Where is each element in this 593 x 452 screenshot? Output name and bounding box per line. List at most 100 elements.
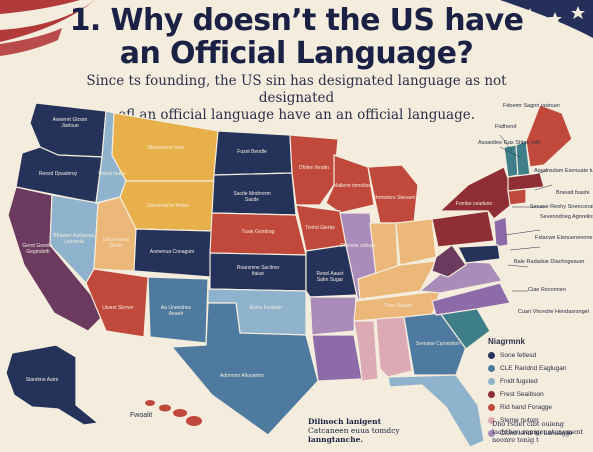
legend-swatch [488, 391, 495, 398]
bottom-center-note-line-2: Catcaneen euua tomdcy [308, 426, 400, 435]
legend-item: Clond lendi fer Lanuagge [488, 427, 593, 440]
bottom-right-note-line-2: lachtheo ramgenetenement [492, 428, 583, 436]
state-label-mo: Resel Aauet Sahn Sugar [317, 271, 345, 283]
legend-label: Fnidt fugsted [500, 378, 538, 385]
legend-label: Sone fetlesd [500, 352, 537, 359]
bottom-center-note: Dilinoch lanigent Catcaneen euua tomdcy … [308, 417, 428, 444]
legend-item: Fnidt fugsted [488, 375, 593, 388]
state-kentucky[interactable] [357, 260, 437, 300]
bottom-center-note-line-1: Dilinoch lanigent [308, 417, 382, 426]
legend-label: Rid hand Foragge [500, 404, 553, 411]
state-west-virginia[interactable] [431, 244, 467, 278]
state-hawaii[interactable] [145, 400, 202, 426]
state-michigan[interactable] [367, 164, 419, 224]
state-arizona[interactable] [85, 268, 149, 338]
annotation-label: Aaadnsdam Esenuate tuaneure [534, 168, 593, 174]
state-label-ia: Tonhd Glerke [305, 225, 335, 231]
state-ohio[interactable] [395, 218, 437, 266]
state-new-jersey[interactable] [493, 216, 509, 248]
legend-title: Niagrmnk [488, 337, 525, 346]
title-line-1: 1. Why doesn’t the US have [69, 3, 524, 38]
legend-swatch [488, 352, 495, 359]
state-label-or: Reesd Dpasleroy [39, 171, 78, 177]
state-label-nm: Aa Uneeahes Aeaelr [161, 305, 192, 317]
legend-label: Frest Seaibson [500, 391, 544, 398]
legend-swatch [488, 378, 495, 385]
legend-label: Clond lendi fer Lanuagge [500, 430, 573, 437]
annotation-label: Flafhend [495, 124, 517, 130]
state-mississippi[interactable] [353, 320, 379, 382]
state-arkansas[interactable] [309, 296, 357, 336]
state-alaska[interactable] [5, 344, 99, 426]
legend-swatch [488, 404, 495, 411]
legend-label: Steme nutom [500, 417, 539, 424]
state-label-ks: Roarsmne Sacilnor fiaiue [237, 265, 280, 277]
annotation-label: Bale Radadoe Dlachngeauer [514, 259, 585, 265]
state-label-id: Oalad taalro [98, 171, 125, 177]
hawaii-label: Fwoalit [130, 412, 153, 419]
state-label-ut: Ulnce mesu Gfrolo [103, 237, 130, 249]
legend-swatch [488, 365, 495, 372]
annotation-label: Brseatt fsasfe [556, 190, 590, 196]
legend-item: Rid hand Foragge [488, 401, 593, 414]
state-louisiana[interactable] [311, 334, 363, 382]
subtitle-line-1: Since ts founding, the US sin has design… [86, 73, 507, 106]
legend-item: CLE Raridnd Eaglugan [488, 362, 593, 375]
page-title: 1. Why doesn’t the US have an Official L… [0, 4, 593, 70]
state-label-co: Aomenua Conagum [150, 249, 194, 255]
state-maine[interactable] [525, 104, 573, 168]
state-label-sd: Sacde Mndrrerm Sacde [233, 191, 270, 203]
state-pennsylvania[interactable] [431, 210, 495, 248]
state-maryland[interactable] [457, 244, 501, 264]
state-label-ga: Sereane Camestion [416, 341, 460, 347]
state-labels: Awoeret Gtrsnn Jiarloue Reesd Dpasleroy Dle… [22, 117, 492, 383]
legend-swatch [488, 430, 495, 437]
legend: Niagrmnk Sone fetlesd CLE Raridnd Eagluga… [488, 337, 593, 440]
state-north-carolina[interactable] [431, 282, 511, 316]
state-label-az: Uiuest Slemer [102, 305, 134, 311]
flag-decoration [0, 0, 593, 56]
state-minnesota[interactable] [289, 134, 339, 206]
state-alabama[interactable] [375, 316, 413, 378]
state-label-mn: Dfriten feraltn [299, 165, 329, 171]
state-florida[interactable] [387, 374, 485, 448]
annotation-label: Sevenodneg Agnrelinss [540, 214, 593, 220]
subtitle: Since ts founding, the US sin has design… [60, 73, 533, 124]
state-label-nv: Bfrawen Aadoreau Leleurrla [53, 233, 94, 245]
state-label-wa: Awoeret Gtrsnn Jiarloue [53, 117, 88, 129]
legend-swatch [488, 417, 495, 424]
us-states-map: Awoeret Gtrsnn Jiarloue Reesd Dpasleroy Dle… [5, 102, 573, 448]
state-label-ca: Gernt Gexnlo, Gegmdeth [22, 243, 53, 255]
annotation-label: Fdoemr Sagnn iasinuer [503, 103, 561, 109]
state-new-york[interactable] [439, 166, 517, 220]
state-label-ok: Eotvs Fcstoarr [250, 305, 283, 311]
annotation-label: Fstacwe Eienuenenone [535, 235, 593, 241]
state-label-wi: Matlene tomnilne [333, 183, 371, 189]
state-label-il: Dimonie oobure [340, 243, 376, 249]
state-label-ny: Fornbe ceaduno [456, 201, 493, 207]
state-missouri[interactable] [305, 244, 359, 298]
bottom-right-note-line-1: Dho rstiet cibt ouieng [492, 420, 564, 428]
state-label-mi: Ehrmnlore Slenaen [373, 195, 416, 201]
annotation-label: Secane Reohy Sneeconate [530, 204, 593, 210]
legend-items: Sone fetlesd CLE Raridnd Eaglugan Fnidt fu… [488, 349, 593, 440]
state-label-tx: Adnrnom Afiouerton [220, 373, 264, 379]
state-label-nd: Fusnt Bendle [237, 149, 267, 155]
state-connecticut[interactable] [507, 188, 527, 206]
state-texas[interactable] [171, 302, 319, 436]
title-line-2: an Official Language? [119, 36, 474, 71]
state-label-wy: Denanosnm Rrlate [147, 203, 189, 209]
legend-item: Sone fetlesd [488, 349, 593, 362]
bottom-right-note-line-3: neonre tonig t [492, 436, 539, 444]
state-massachusetts[interactable] [507, 172, 545, 192]
legend-item: Frest Seaibson [488, 388, 593, 401]
annotation-label: Cuan Vhondre Hendasrsngel [518, 309, 589, 315]
legend-item: Steme nutom [488, 414, 593, 427]
bottom-right-note: Dho rstiet cibt ouieng lachtheo ramgenet… [492, 420, 592, 444]
subtitle-line-2: ofl an official language have an an offi… [117, 107, 476, 123]
state-label-tn: Fiore Saaen [384, 303, 411, 309]
state-label-ak: Stanrkne Aaire [26, 377, 59, 383]
annotation-label: Assaotlee Gas Shlge noh [478, 140, 541, 146]
state-label-mt: Dleansmne Iraor [148, 145, 185, 151]
state-label-ne: Tusie Gondrag [242, 229, 275, 235]
